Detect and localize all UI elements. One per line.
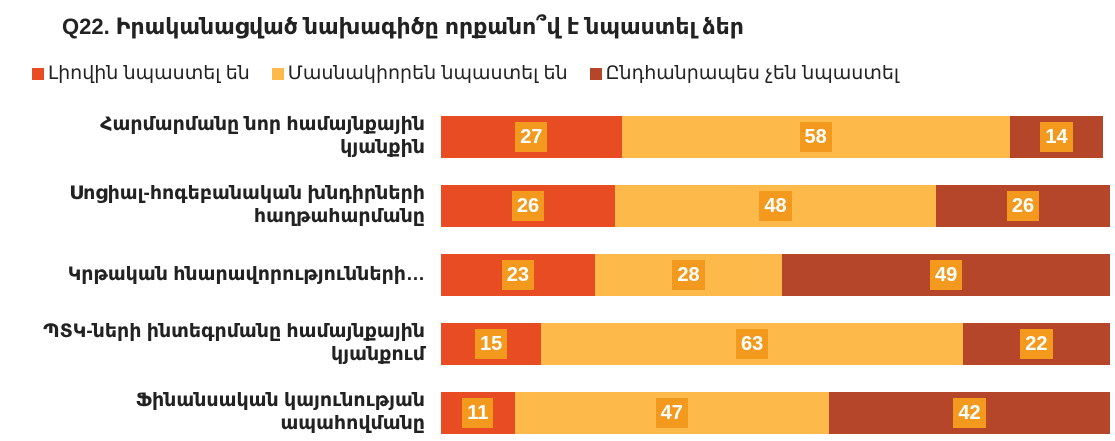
legend-label: Մասնակիորեն նպաստել են [287,63,568,84]
data-label: 49 [929,260,963,290]
legend-swatch [32,67,44,80]
bar-segment: 42 [829,392,1110,434]
data-label: 26 [1006,191,1040,221]
category-label-box: Կրթական հնարավորությունների… [0,243,425,307]
data-label: 47 [655,398,688,428]
bar-segment: 15 [441,323,542,365]
legend-label: Ընդհանրապես չեն նպաստել [605,63,900,84]
data-label: 28 [672,260,705,290]
bar-segment: 28 [594,254,783,296]
bar-segment: 14 [1009,116,1104,158]
category-label-box: Սոցիալ-հոգեբանական խնդիրների հաղթահարման… [0,174,425,238]
data-label: 22 [1020,329,1053,359]
bar-segment: 47 [514,392,829,434]
bar-segment: 49 [782,254,1110,296]
category-label: ՊՏԿ-ների ինտեգրմանը համայնքային կյանքում [43,321,425,365]
category-label-box: Հարմարմանը նոր համայնքային կյանքին [0,105,425,169]
legend-label: Լիովին նպաստել են [48,63,250,84]
legend-swatch [589,67,602,80]
category-label: Ֆինանսական կայունության ապահովմանը [135,390,425,434]
chart-title: Q22. Իրականացված նախագիծը որքանո՞վ է նպա… [62,14,744,39]
data-label: 14 [1040,122,1073,152]
data-label: 11 [462,398,494,428]
bar-segment: 11 [441,392,515,434]
data-label: 27 [515,122,548,152]
data-label: 58 [799,122,832,152]
category-label: Կրթական հնարավորությունների… [67,263,425,285]
bar-segment: 22 [962,323,1110,365]
bar-segment: 23 [441,254,595,296]
legend: Լիովին նպաստել են Մասնակիորեն նպաստել են Ը… [32,62,899,85]
bar-segment: 26 [441,185,615,227]
bar-segment: 58 [621,116,1010,158]
legend-item: Մասնակիորեն նպաստել են [271,62,568,85]
legend-swatch [271,67,284,80]
category-label: Հարմարմանը նոր համայնքային կյանքին [100,114,425,158]
data-label: 42 [953,398,986,428]
bar-segment: 26 [936,185,1110,227]
data-label: 26 [511,191,545,221]
legend-item: Ընդհանրապես չեն նպաստել [589,62,900,85]
bar-segment: 48 [614,185,937,227]
bar-segment: 27 [441,116,622,158]
category-label-box: ՊՏԿ-ների ինտեգրմանը համայնքային կյանքում [0,312,425,376]
data-label: 15 [475,329,508,359]
data-label: 63 [735,329,769,359]
data-label: 23 [501,260,535,290]
category-label-box: Ֆինանսական կայունության ապահովմանը [0,381,425,441]
legend-item: Լիովին նպաստել են [32,62,250,85]
category-label: Սոցիալ-հոգեբանական խնդիրների հաղթահարման… [69,183,425,227]
data-label: 48 [759,191,792,221]
bar-segment: 63 [541,323,963,365]
